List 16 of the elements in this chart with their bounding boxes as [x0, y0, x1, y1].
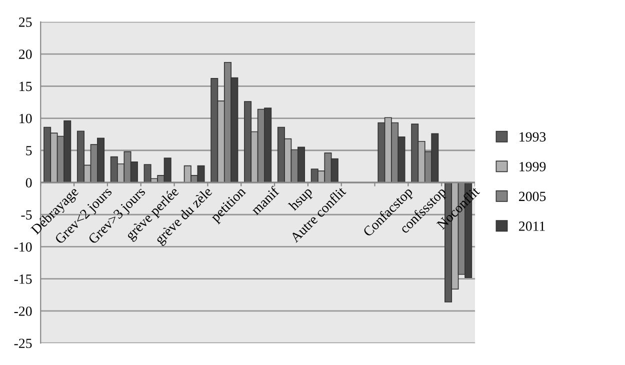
legend-label: 1999: [520, 162, 546, 172]
legend-label: 2011: [519, 222, 545, 231]
y-tick-label: 10: [20, 114, 32, 124]
y-tick-label: 25: [19, 18, 32, 27]
legend-label: 2005: [519, 192, 546, 202]
y-tick-label: -10: [14, 242, 32, 252]
y-tick-label: 20: [19, 50, 32, 59]
legend-label: 1993: [520, 132, 546, 142]
y-tick-label: -20: [14, 306, 32, 316]
y-tick-label: 15: [20, 82, 32, 92]
y-tick-label: -15: [14, 274, 32, 284]
y-tick-label: -25: [14, 338, 32, 348]
x-tick-label: hsup: [288, 186, 315, 214]
y-tick-label: -5: [21, 210, 32, 220]
y-tick-label: 0: [26, 178, 32, 188]
y-tick-label: 5: [26, 146, 32, 156]
